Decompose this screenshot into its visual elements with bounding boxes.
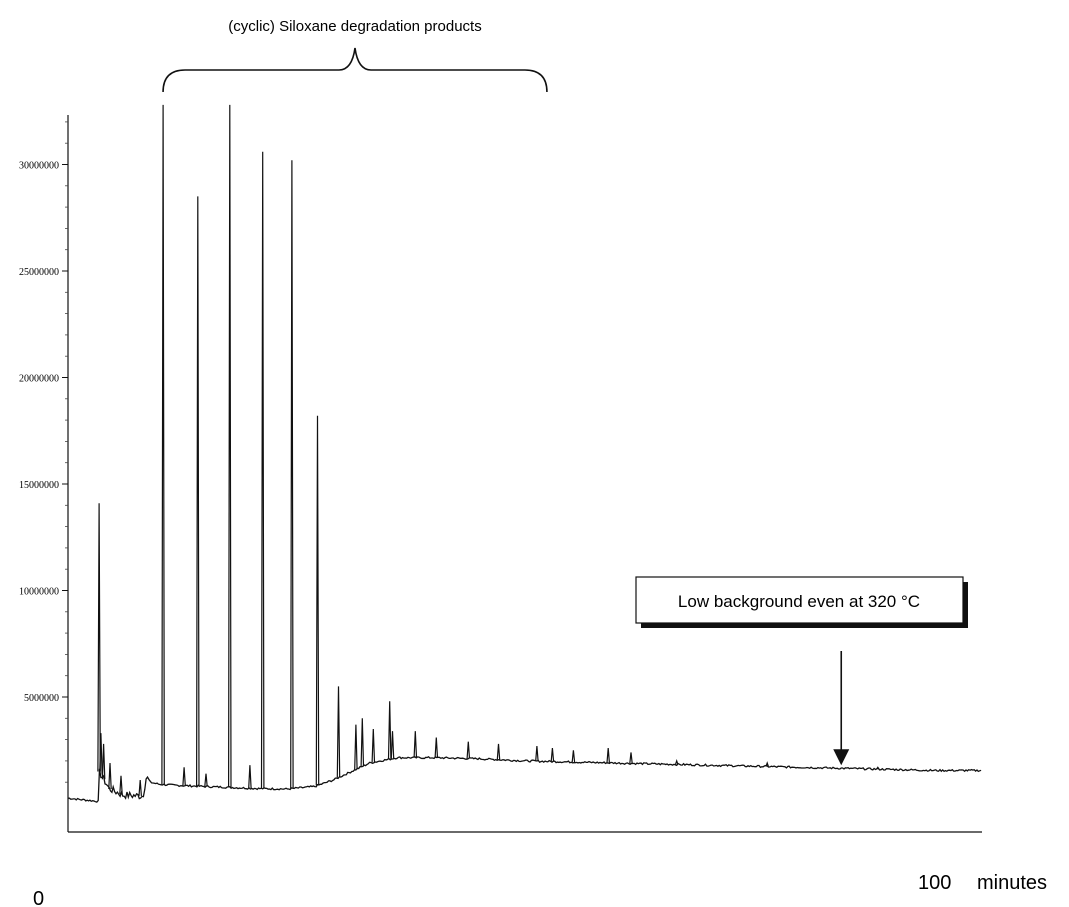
peak (371, 728, 376, 763)
peak (674, 759, 679, 765)
peak (606, 748, 610, 763)
peak (99, 733, 103, 775)
peak (496, 743, 501, 760)
chromatogram-peaks (97, 104, 880, 796)
peak (119, 775, 123, 795)
peak (248, 765, 252, 789)
peak (629, 752, 633, 764)
peak (550, 748, 555, 762)
siloxane-annotation: (cyclic) Siloxane degradation products (228, 18, 481, 35)
peak (228, 104, 232, 788)
peak (101, 743, 106, 780)
callout-box (635, 576, 964, 624)
peak (413, 731, 418, 758)
y-tick-label: 30000000 (19, 161, 59, 172)
y-tick-label: 10000000 (19, 587, 59, 598)
peak (97, 503, 101, 772)
peak (315, 415, 320, 786)
peak (571, 750, 576, 763)
peak (360, 718, 365, 767)
peak (336, 686, 341, 778)
peak (765, 761, 769, 767)
peak (196, 196, 200, 787)
peak (161, 104, 165, 785)
peak (138, 780, 142, 796)
peak (290, 160, 294, 789)
callout-arrowhead (833, 749, 850, 766)
siloxane-brace (162, 47, 548, 93)
y-tick-label: 25000000 (19, 267, 59, 278)
y-minor-ticks (65, 121, 68, 783)
peak (434, 737, 439, 758)
peak (387, 701, 392, 760)
callout-label: Low background even at 320 °C (678, 592, 920, 611)
peak (354, 724, 358, 770)
peak (182, 767, 186, 786)
peak (466, 741, 471, 759)
x-label-end: 100 (918, 872, 951, 894)
x-unit-label: minutes (977, 872, 1047, 894)
x-label-start: 0 (33, 888, 44, 907)
peak (260, 151, 265, 789)
y-tick-label: 15000000 (19, 480, 59, 491)
chromatogram-baseline (68, 756, 982, 803)
peak (108, 762, 112, 790)
peak (535, 745, 539, 762)
peak (876, 766, 880, 770)
peak (204, 773, 208, 787)
y-ticks: 5000000 10000000 15000000 20000000 25000000 3… (19, 161, 68, 704)
peak (390, 731, 395, 759)
y-tick-label: 5000000 (24, 693, 59, 704)
y-tick-label: 20000000 (19, 374, 59, 385)
